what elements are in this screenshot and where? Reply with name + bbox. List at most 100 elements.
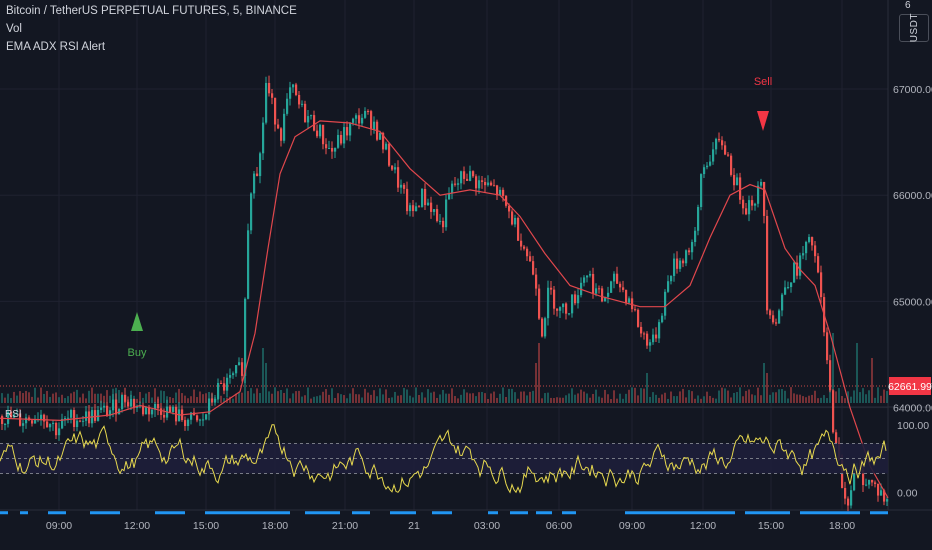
candle-body — [724, 145, 727, 155]
volume-bar — [760, 395, 762, 403]
volume-bar — [763, 363, 765, 403]
volume-bar — [547, 392, 549, 403]
volume-bar — [94, 393, 96, 403]
volume-bar — [823, 395, 825, 403]
sell-signal-label: Sell — [754, 76, 772, 88]
volume-bar — [745, 390, 747, 403]
volume-bar — [394, 391, 396, 403]
indicator-strategy-label[interactable]: EMA ADX RSI Alert — [6, 41, 106, 53]
volume-bar — [274, 387, 276, 403]
volume-bar — [610, 398, 612, 403]
volume-bar — [418, 394, 420, 403]
volume-bar — [397, 395, 399, 403]
candle-body — [13, 414, 16, 418]
candle-body — [700, 174, 703, 207]
candle-body — [454, 183, 457, 185]
volume-bar — [19, 391, 21, 403]
candle-body — [733, 174, 736, 186]
volume-bar — [844, 398, 846, 403]
volume-bar — [697, 395, 699, 403]
candle-body — [484, 181, 487, 186]
volume-bar — [355, 394, 357, 403]
candle-body — [676, 258, 679, 269]
volume-bar — [79, 397, 81, 403]
candle-body — [421, 188, 424, 207]
candle-body — [22, 423, 25, 426]
volume-bar — [175, 392, 177, 403]
volume-bar — [202, 394, 204, 403]
candle-body — [682, 260, 685, 264]
candle-body — [196, 415, 199, 421]
candle-body — [352, 118, 355, 123]
volume-bar — [793, 393, 795, 403]
volume-bar — [52, 393, 54, 403]
volume-bar — [856, 343, 858, 403]
volume-bar — [379, 388, 381, 403]
candle-body — [709, 161, 712, 166]
candle-body — [487, 182, 490, 186]
candle-body — [757, 185, 760, 204]
candle-body — [250, 193, 253, 231]
candle-body — [595, 288, 598, 294]
candle-body — [514, 217, 517, 225]
price-tag-label: 62661.99 — [888, 381, 932, 393]
candle-body — [19, 413, 22, 426]
candle-body — [643, 333, 646, 335]
candle-body — [433, 209, 436, 212]
volume-bar — [154, 388, 156, 403]
candle-body — [586, 275, 589, 278]
candlesticks — [1, 75, 889, 512]
volume-bar — [595, 389, 597, 403]
volume-bar — [772, 392, 774, 403]
candle-body — [238, 362, 241, 366]
volume-bar — [727, 390, 729, 403]
volume-bar — [769, 394, 771, 403]
volume-bar — [478, 392, 480, 403]
volume-bar — [409, 395, 411, 403]
volume-bar — [559, 397, 561, 403]
volume-bar — [448, 393, 450, 403]
volume-bar — [307, 387, 309, 403]
candle-body — [778, 310, 781, 324]
candle-body — [214, 398, 217, 403]
volume-bar — [337, 393, 339, 403]
candle-body — [832, 390, 835, 433]
symbol-title[interactable]: Bitcoin / TetherUS PERPETUAL FUTURES, 5,… — [6, 5, 297, 17]
volume-bar — [163, 391, 165, 403]
candle-body — [391, 165, 394, 170]
volume-bar — [799, 394, 801, 403]
candle-body — [775, 322, 778, 324]
candle-body — [529, 256, 532, 262]
volume-bar — [436, 397, 438, 403]
candle-body — [7, 411, 10, 424]
volume-bar — [190, 396, 192, 403]
indicator-vol-label[interactable]: Vol — [6, 23, 22, 35]
price-axis-clipped-label: 6 — [905, 0, 911, 11]
volume-bar — [649, 396, 651, 403]
candle-body — [868, 479, 871, 485]
candle-body — [229, 375, 232, 378]
volume-bar — [871, 358, 873, 403]
candle-body — [226, 377, 229, 391]
volume-bar — [784, 390, 786, 403]
volume-bar — [709, 395, 711, 403]
currency-unit-button[interactable]: USDT — [899, 13, 929, 43]
candle-body — [1, 416, 4, 425]
time-tick-label: 12:00 — [124, 520, 150, 532]
candle-body — [292, 84, 295, 88]
candle-body — [82, 420, 85, 422]
volume-bar — [664, 392, 666, 403]
volume-bar — [751, 394, 753, 403]
candle-body — [40, 414, 43, 420]
volume-bar — [361, 397, 363, 403]
candle-body — [328, 148, 331, 150]
ema-line-path — [0, 120, 889, 499]
candle-body — [781, 294, 784, 311]
volume-bar — [724, 388, 726, 403]
candle-body — [370, 111, 373, 130]
candle-body — [877, 483, 880, 496]
candle-body — [334, 147, 337, 152]
candle-body — [382, 132, 385, 150]
candle-body — [262, 122, 265, 154]
